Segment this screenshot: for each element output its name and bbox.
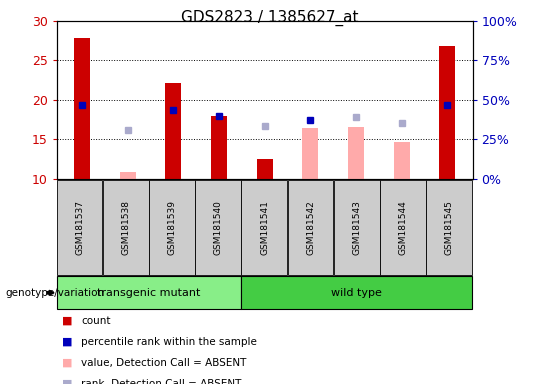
- Bar: [211, 116, 227, 179]
- Text: ■: ■: [62, 379, 72, 384]
- Text: GSM181540: GSM181540: [214, 200, 223, 255]
- Text: GSM181542: GSM181542: [306, 200, 315, 255]
- Text: GSM181545: GSM181545: [445, 200, 454, 255]
- Text: wild type: wild type: [332, 288, 382, 298]
- Bar: [74, 38, 90, 179]
- Text: ■: ■: [62, 316, 72, 326]
- Text: GSM181541: GSM181541: [260, 200, 269, 255]
- Text: GDS2823 / 1385627_at: GDS2823 / 1385627_at: [181, 10, 359, 26]
- Text: GSM181537: GSM181537: [75, 200, 84, 255]
- Text: rank, Detection Call = ABSENT: rank, Detection Call = ABSENT: [81, 379, 241, 384]
- Bar: [440, 46, 455, 179]
- Text: GSM181539: GSM181539: [168, 200, 177, 255]
- Bar: [348, 127, 364, 179]
- Bar: [256, 159, 273, 179]
- Text: GSM181538: GSM181538: [122, 200, 131, 255]
- Text: percentile rank within the sample: percentile rank within the sample: [81, 337, 257, 347]
- Text: count: count: [81, 316, 111, 326]
- Text: value, Detection Call = ABSENT: value, Detection Call = ABSENT: [81, 358, 246, 368]
- Text: GSM181543: GSM181543: [353, 200, 361, 255]
- Bar: [302, 128, 318, 179]
- Text: ■: ■: [62, 358, 72, 368]
- Text: GSM181544: GSM181544: [399, 200, 408, 255]
- Bar: [165, 83, 181, 179]
- Bar: [119, 172, 136, 179]
- Text: ■: ■: [62, 337, 72, 347]
- Bar: [394, 142, 410, 179]
- Text: genotype/variation: genotype/variation: [5, 288, 105, 298]
- Text: transgenic mutant: transgenic mutant: [97, 288, 200, 298]
